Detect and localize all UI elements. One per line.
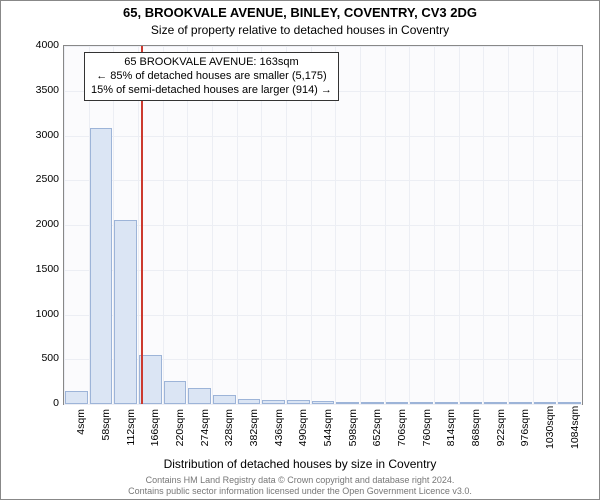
histogram-bar [238, 399, 261, 404]
footer-line1: Contains HM Land Registry data © Crown c… [1, 475, 599, 486]
y-tick-label: 1000 [19, 308, 59, 320]
y-tick-label: 2000 [19, 218, 59, 230]
histogram-bar [287, 400, 310, 404]
x-tick-label: 760sqm [421, 409, 433, 449]
x-tick-label: 868sqm [470, 409, 482, 449]
gridline-v [483, 46, 484, 404]
x-tick-label: 112sqm [125, 409, 137, 449]
gridline-v [557, 46, 558, 404]
x-tick-label: 220sqm [174, 409, 186, 449]
x-tick-label: 328sqm [223, 409, 235, 449]
x-tick-label: 652sqm [371, 409, 383, 449]
x-tick-label: 490sqm [297, 409, 309, 449]
histogram-bar [336, 402, 359, 404]
histogram-bar [90, 128, 113, 404]
gridline-v [434, 46, 435, 404]
y-tick-label: 500 [19, 352, 59, 364]
chart-subtitle: Size of property relative to detached ho… [1, 23, 599, 37]
histogram-bar [386, 402, 409, 404]
info-line-property: 65 BROOKVALE AVENUE: 163sqm [91, 56, 332, 70]
x-tick-label: 1084sqm [569, 409, 581, 449]
x-tick-label: 814sqm [445, 409, 457, 449]
footer-attribution: Contains HM Land Registry data © Crown c… [1, 475, 599, 497]
histogram-bar [484, 402, 507, 404]
x-tick-label: 436sqm [273, 409, 285, 449]
marker-info-box: 65 BROOKVALE AVENUE: 163sqm ← 85% of det… [84, 52, 339, 101]
histogram-bar [262, 400, 285, 404]
histogram-bar [509, 402, 532, 404]
x-tick-label: 922sqm [495, 409, 507, 449]
x-tick-label: 58sqm [100, 409, 112, 449]
x-tick-label: 4sqm [75, 409, 87, 449]
x-tick-label: 382sqm [248, 409, 260, 449]
histogram-bar [65, 391, 88, 404]
gridline-h [64, 404, 582, 405]
x-tick-label: 274sqm [199, 409, 211, 449]
histogram-bar [188, 388, 211, 404]
y-tick-label: 0 [19, 397, 59, 409]
histogram-bar [164, 381, 187, 404]
x-tick-label: 598sqm [347, 409, 359, 449]
x-tick-label: 544sqm [322, 409, 334, 449]
gridline-v [360, 46, 361, 404]
x-tick-label: 706sqm [396, 409, 408, 449]
chart-title-address: 65, BROOKVALE AVENUE, BINLEY, COVENTRY, … [1, 5, 599, 20]
histogram-bar [534, 402, 557, 404]
y-tick-label: 1500 [19, 263, 59, 275]
y-tick-label: 4000 [19, 39, 59, 51]
x-tick-label: 166sqm [149, 409, 161, 449]
histogram-bar [410, 402, 433, 404]
gridline-v [64, 46, 65, 404]
info-line-larger: 15% of semi-detached houses are larger (… [91, 84, 332, 98]
histogram-bar [460, 402, 483, 404]
gridline-v [533, 46, 534, 404]
gridline-v [385, 46, 386, 404]
x-axis-label: Distribution of detached houses by size … [1, 457, 599, 471]
y-tick-label: 3500 [19, 84, 59, 96]
info-line-smaller: ← 85% of detached houses are smaller (5,… [91, 70, 332, 84]
histogram-bar [213, 395, 236, 404]
histogram-bar [312, 401, 335, 404]
histogram-bar [361, 402, 384, 404]
chart-container: 65, BROOKVALE AVENUE, BINLEY, COVENTRY, … [0, 0, 600, 500]
histogram-bar [435, 402, 458, 404]
plot-area: 65 BROOKVALE AVENUE: 163sqm ← 85% of det… [63, 45, 583, 405]
y-tick-label: 3000 [19, 129, 59, 141]
x-tick-label: 976sqm [519, 409, 531, 449]
footer-line2: Contains public sector information licen… [1, 486, 599, 497]
gridline-v [409, 46, 410, 404]
y-tick-label: 2500 [19, 173, 59, 185]
histogram-bar [114, 220, 137, 404]
gridline-v [508, 46, 509, 404]
gridline-v [459, 46, 460, 404]
histogram-bar [558, 402, 581, 404]
x-tick-label: 1030sqm [544, 409, 556, 449]
